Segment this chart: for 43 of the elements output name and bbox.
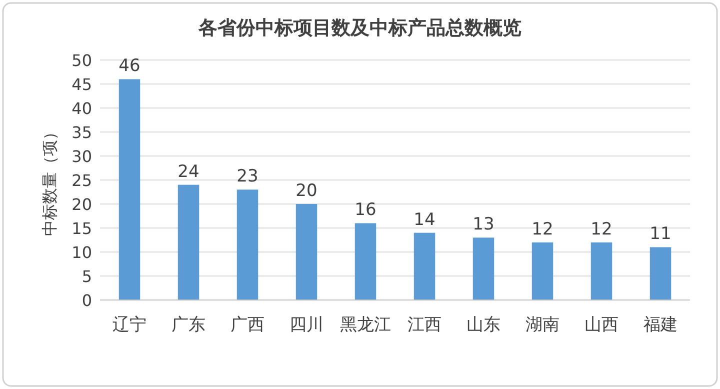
bar [178, 184, 200, 300]
y-tick-label: 45 [72, 75, 92, 94]
x-tick-label: 山东 [466, 315, 500, 335]
data-label: 12 [532, 219, 554, 240]
bar [650, 247, 672, 300]
x-tick-label: 四川 [290, 315, 324, 335]
x-tick-label: 江西 [408, 315, 442, 335]
y-tick-label: 35 [72, 123, 92, 142]
y-tick-label: 5 [82, 267, 92, 286]
data-label: 13 [472, 214, 494, 235]
bar [296, 204, 318, 300]
bar [532, 242, 554, 300]
bar [414, 232, 436, 300]
y-tick-label: 15 [72, 219, 92, 238]
data-label: 16 [354, 200, 376, 220]
data-label: 23 [236, 166, 258, 187]
bar [354, 223, 376, 300]
x-tick-label: 辽宁 [112, 315, 146, 335]
y-tick-label: 50 [72, 51, 92, 70]
x-tick-label: 广东 [172, 315, 206, 335]
x-tick-label: 黑龙江 [340, 315, 391, 335]
x-tick-label: 广西 [230, 315, 264, 335]
y-tick-label: 25 [72, 171, 92, 190]
y-axis-title: 中标数量（项） [40, 124, 59, 236]
data-label: 12 [590, 219, 612, 240]
bar [472, 238, 494, 300]
data-label: 11 [650, 224, 672, 244]
y-tick-label: 40 [72, 99, 92, 118]
data-label: 20 [296, 181, 318, 201]
x-tick-label: 福建 [644, 315, 678, 335]
y-tick-label: 20 [72, 195, 92, 214]
y-tick-label: 10 [72, 243, 92, 262]
data-label: 14 [414, 210, 436, 230]
chart-title: 各省份中标项目数及中标产品总数概览 [198, 17, 522, 39]
y-tick-label: 0 [82, 291, 92, 310]
y-tick-label: 30 [72, 147, 92, 166]
data-label: 46 [118, 56, 140, 76]
data-label: 24 [178, 162, 200, 182]
bar [590, 242, 612, 300]
bar [236, 190, 258, 300]
x-tick-label: 山西 [584, 315, 618, 335]
bar [118, 79, 140, 300]
x-tick-label: 湖南 [526, 315, 560, 335]
